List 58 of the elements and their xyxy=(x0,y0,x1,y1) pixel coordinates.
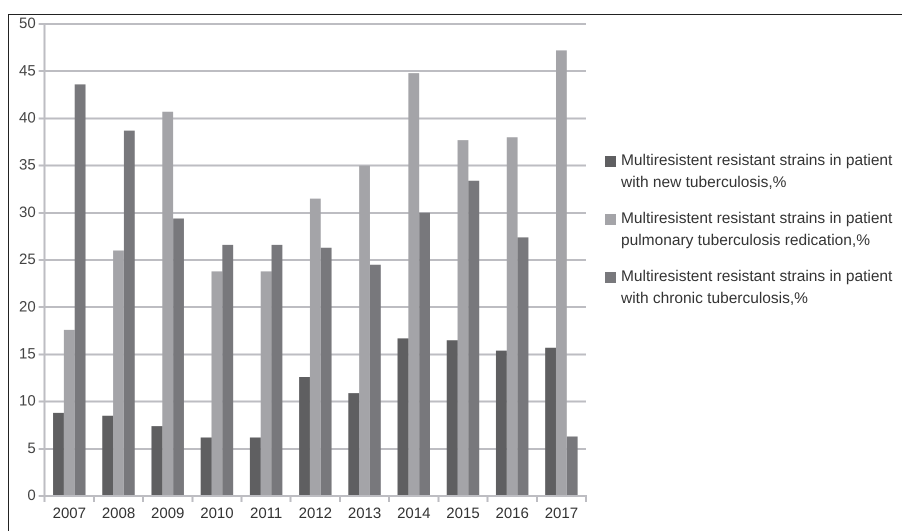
x-tick-label: 2014 xyxy=(397,505,430,522)
bar xyxy=(518,237,528,495)
bar xyxy=(102,416,114,495)
bar xyxy=(151,426,162,495)
bar xyxy=(212,271,222,495)
bar xyxy=(162,112,174,495)
bar xyxy=(113,250,124,495)
y-tick-label: 35 xyxy=(18,156,36,174)
bar xyxy=(398,338,408,495)
legend-label: Multiresistent resistant strains in patient with new tuberculosis,% xyxy=(621,151,894,193)
x-tick-label: 2010 xyxy=(200,505,234,522)
y-tick-label: 0 xyxy=(27,487,36,504)
y-tick-label: 45 xyxy=(18,62,36,80)
bar xyxy=(419,212,430,495)
bar xyxy=(359,166,370,495)
legend-label: Multiresistent resistant strains in patient with chronic tuberculosis,% xyxy=(621,267,894,309)
y-tick-label: 20 xyxy=(18,298,36,316)
x-tick-label: 2009 xyxy=(151,505,184,522)
x-tick-label: 2015 xyxy=(446,505,480,522)
bar xyxy=(458,140,468,495)
y-tick-label: 50 xyxy=(18,15,36,32)
bar xyxy=(348,393,360,495)
x-tick-label: 2008 xyxy=(102,505,136,522)
bar xyxy=(545,348,556,495)
bar xyxy=(370,264,381,495)
bar xyxy=(250,437,261,495)
y-tick-label: 30 xyxy=(18,204,36,221)
x-tick-label: 2007 xyxy=(52,505,86,522)
bar xyxy=(446,340,458,495)
y-tick-label: 15 xyxy=(18,346,36,363)
bar xyxy=(200,437,212,495)
x-tick-label: 2011 xyxy=(250,505,282,522)
y-tick-label: 5 xyxy=(27,440,36,457)
bar xyxy=(299,377,310,495)
y-tick-label: 25 xyxy=(18,251,36,268)
bar xyxy=(74,84,86,495)
bar xyxy=(173,218,184,495)
bar xyxy=(496,350,507,495)
bar xyxy=(64,330,75,495)
bar xyxy=(506,137,518,495)
bar xyxy=(310,198,321,495)
bar xyxy=(468,180,480,495)
x-tick-label: 2012 xyxy=(298,505,332,522)
bar xyxy=(260,271,272,495)
bar xyxy=(320,248,332,495)
bar xyxy=(566,436,578,495)
y-tick-label: 40 xyxy=(18,110,36,127)
y-tick-label: 10 xyxy=(18,392,36,410)
bar xyxy=(53,412,64,495)
bar xyxy=(408,73,420,495)
bar xyxy=(272,244,282,495)
x-tick-label: 2017 xyxy=(544,505,578,522)
bar xyxy=(124,130,135,495)
bar xyxy=(222,244,234,495)
bar xyxy=(556,50,567,495)
x-tick-label: 2013 xyxy=(348,505,382,522)
x-tick-label: 2016 xyxy=(495,505,529,522)
legend-label: Multiresistent resistant strains in patient pulmonary tuberculosis redication,% xyxy=(621,209,894,251)
